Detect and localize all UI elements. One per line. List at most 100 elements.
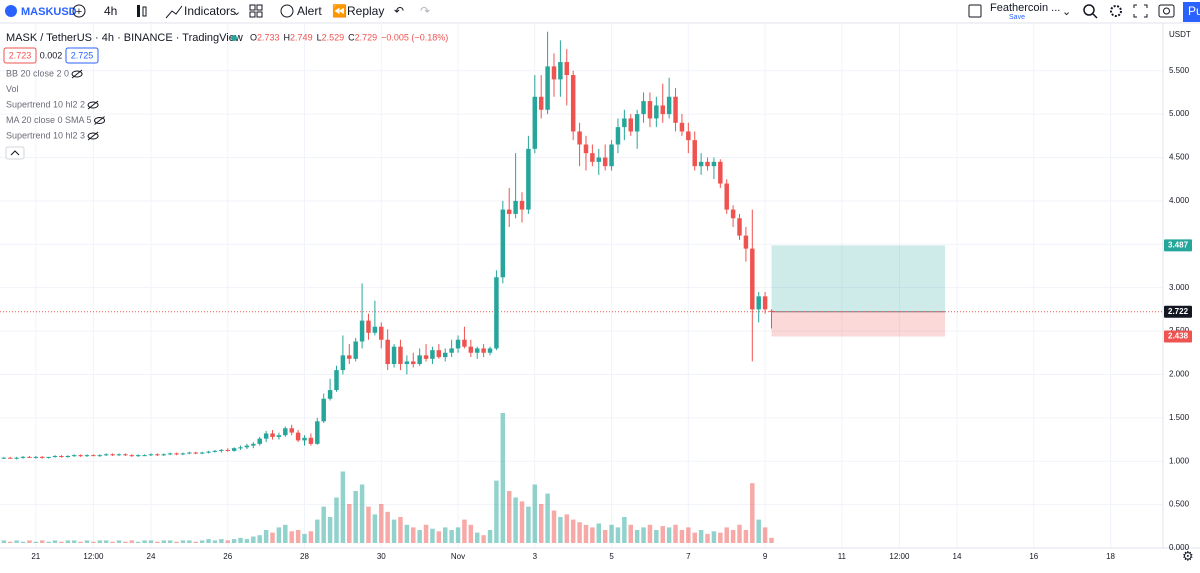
candle-body [551,66,557,80]
volume-bar [340,471,346,543]
volume-bar [167,540,173,543]
snapshot-button[interactable] [1158,4,1175,18]
replay-button[interactable]: Replay [347,4,384,18]
candle-body [532,96,538,149]
chart-type-button[interactable] [137,5,140,17]
layout-caret[interactable]: ⌄ [1062,6,1071,18]
volume-bar [686,527,691,543]
volume-bar [513,497,518,543]
volume-bar [231,539,237,543]
candle-body [526,148,531,210]
volume-bar [602,530,608,543]
chart-type-icon [142,6,147,17]
publish-button[interactable] [1183,2,1200,22]
ohlc-key: L [317,32,322,42]
volume-bar [46,541,51,543]
candle-body [46,456,51,458]
candle-body [65,456,71,458]
axis-settings[interactable]: ⚙ [1182,548,1194,563]
candle-body [155,454,160,456]
candle-body [391,346,397,365]
volume-bar [660,526,665,543]
symbol-icon [5,5,17,17]
volume-bar [129,540,135,543]
ohlc-key: O [250,32,257,42]
hidden-eye-slash [87,100,99,110]
hidden-eye-icon [87,132,99,140]
candle-body [27,456,32,458]
settings-button[interactable] [1110,5,1122,17]
indicator-label: MA 20 close 0 SMA 5 [6,115,92,125]
y-tick-label: 5.500 [1169,66,1190,75]
candle-body [647,101,653,119]
volume-bar [730,530,736,543]
volume-bar [654,530,659,543]
candle-body [756,296,761,310]
candle-body [590,153,595,162]
search-button[interactable] [1083,4,1095,16]
candle-body [257,438,262,444]
candle-body [583,144,589,154]
volume-bar [551,510,557,543]
volume-bar [238,537,243,543]
candle-body [78,455,83,457]
volume-bar [78,541,83,543]
hidden-eye-slash [94,116,105,125]
volume-bar [462,519,467,543]
bid-box[interactable] [3,47,37,64]
candle-body [52,456,58,458]
candle-body [692,140,697,167]
candle-body [372,326,378,333]
candle-body [724,183,729,210]
volume-bar [724,527,729,543]
compare-button[interactable] [72,4,86,18]
interval[interactable]: 4h [104,4,117,18]
redo-button[interactable]: ↷ [420,4,430,18]
currency-label[interactable]: USDT [1169,30,1191,39]
candle-body [334,370,339,391]
volume-bar [481,535,486,543]
candle-body [750,248,755,310]
candle-body [20,456,26,458]
legend-title: MASK / TetherUS · 4h · BINANCE · Trading… [6,32,243,44]
indicators-icon [165,5,183,19]
alert-button[interactable]: Alert [297,4,322,18]
undo-button[interactable]: ↶ [394,4,404,18]
layout-checkbox[interactable] [968,4,982,18]
templates-icon[interactable] [249,4,256,11]
volume-bar [366,506,371,543]
volume-bar [257,535,262,543]
fullscreen-button[interactable] [1133,4,1148,18]
volume-bar [443,527,448,543]
volume-bar [494,480,499,543]
volume-bar [411,527,416,543]
layout-name[interactable]: Feathercoin ... [990,2,1060,14]
indicators-button[interactable]: Indicators [184,4,236,18]
stop-price-label: 2.438 [1168,332,1189,341]
candle-body [174,453,179,455]
volume-bar [615,527,621,543]
volume-bar [193,541,198,543]
ask-box[interactable] [65,47,99,64]
volume-bar [634,530,640,543]
volume-bar [379,504,384,543]
candle-body [455,339,461,349]
candle-body [91,455,96,457]
volume-bar [538,504,544,543]
x-tick-label: 16 [1029,552,1038,561]
volume-bar [187,540,192,543]
hidden-eye-slash [71,69,83,79]
volume-bar [142,540,147,543]
candle-body [251,443,256,446]
volume-bar [622,517,627,543]
collapse-button[interactable] [5,146,25,160]
save-label[interactable]: Save [1009,14,1025,21]
indicator-label: BB 20 close 2 0 [6,68,69,78]
candle-body [231,448,237,451]
volume-bar [71,540,77,543]
volume-bar [519,501,525,543]
x-tick-label: 28 [300,552,309,561]
symbol[interactable]: MASKUSD [21,6,77,18]
volume-bar [59,541,64,543]
